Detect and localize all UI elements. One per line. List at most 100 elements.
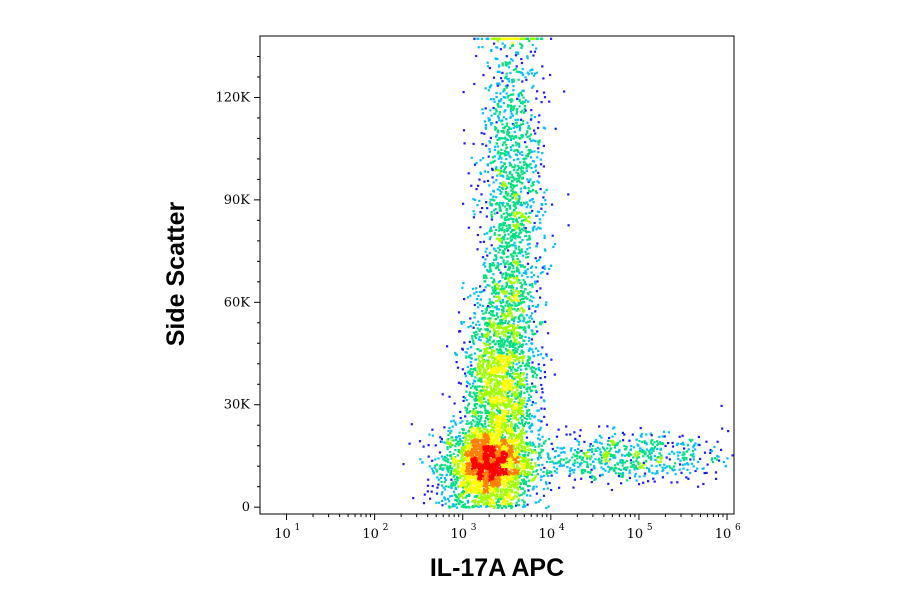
event-point (490, 352, 493, 355)
event-point (524, 141, 527, 144)
event-point (484, 107, 487, 110)
event-point (488, 464, 491, 467)
event-point (494, 494, 497, 497)
event-point (527, 358, 530, 362)
event-point (439, 464, 442, 467)
event-point (461, 466, 464, 470)
event-point (509, 480, 512, 483)
event-point (501, 368, 504, 371)
event-point (507, 489, 510, 492)
event-point (504, 476, 507, 479)
event-point (489, 310, 493, 313)
event-point (461, 420, 464, 423)
event-point (497, 459, 500, 463)
event-point (528, 409, 531, 412)
event-point (519, 319, 522, 323)
event-point (524, 448, 527, 451)
event-point (532, 171, 535, 174)
event-point (462, 481, 465, 484)
event-point (517, 497, 520, 500)
event-point (494, 416, 497, 419)
event-point (502, 359, 505, 362)
event-point (494, 267, 497, 270)
event-point (500, 436, 503, 439)
event-point (514, 414, 517, 417)
event-point (494, 446, 497, 449)
event-point (455, 498, 458, 501)
event-point (496, 464, 499, 467)
event-point (493, 349, 496, 352)
event-point (496, 152, 499, 155)
event-point (486, 322, 489, 325)
event-point (475, 475, 478, 478)
event-point (527, 422, 530, 425)
event-point (512, 194, 516, 198)
event-point (480, 433, 483, 436)
event-point (488, 67, 491, 70)
event-point (451, 503, 455, 506)
event-point (504, 505, 507, 508)
event-point (483, 477, 486, 480)
event-point (513, 351, 516, 354)
event-point (497, 237, 500, 241)
event-point (475, 454, 478, 457)
event-point (523, 391, 526, 394)
event-point (470, 429, 473, 432)
event-point (502, 402, 505, 405)
event-point (518, 245, 521, 248)
event-point (516, 492, 519, 495)
event-point (480, 131, 483, 135)
event-point (515, 483, 518, 486)
event-point (468, 453, 471, 456)
event-point (529, 425, 532, 428)
event-point (476, 447, 479, 450)
event-point (516, 469, 519, 472)
event-point (487, 305, 490, 308)
event-point (511, 428, 514, 431)
event-point (519, 161, 522, 164)
event-point (502, 486, 505, 489)
event-point (474, 486, 478, 489)
event-point (484, 425, 487, 428)
event-point (455, 436, 458, 439)
event-point (479, 406, 482, 409)
event-point (522, 487, 525, 490)
event-point (491, 480, 494, 483)
event-point (524, 459, 527, 462)
event-point (473, 483, 476, 486)
event-point (443, 481, 446, 484)
event-point (514, 474, 518, 477)
event-point (481, 46, 484, 49)
event-point (474, 358, 477, 361)
event-point (513, 209, 516, 212)
event-point (518, 407, 521, 410)
event-point (517, 409, 520, 412)
event-point (481, 450, 484, 453)
event-point (499, 441, 502, 444)
event-point (450, 484, 453, 487)
event-point (514, 304, 517, 307)
event-point (539, 221, 542, 224)
event-point (461, 486, 464, 489)
event-point (517, 166, 520, 170)
event-point (459, 421, 462, 424)
event-point (473, 489, 476, 492)
event-point (474, 413, 477, 416)
event-point (528, 307, 531, 310)
event-point (482, 458, 485, 461)
event-point (464, 438, 467, 441)
event-point (510, 281, 513, 284)
event-point (487, 317, 490, 320)
event-point (500, 463, 503, 466)
event-point (512, 345, 515, 348)
event-point (466, 365, 469, 368)
event-point (484, 457, 487, 460)
event-point (518, 383, 521, 386)
event-point (486, 466, 489, 469)
event-point (472, 469, 476, 472)
event-point (537, 445, 540, 448)
event-point (491, 422, 494, 425)
event-point (511, 364, 514, 367)
event-point (469, 464, 472, 467)
event-point (524, 451, 527, 454)
